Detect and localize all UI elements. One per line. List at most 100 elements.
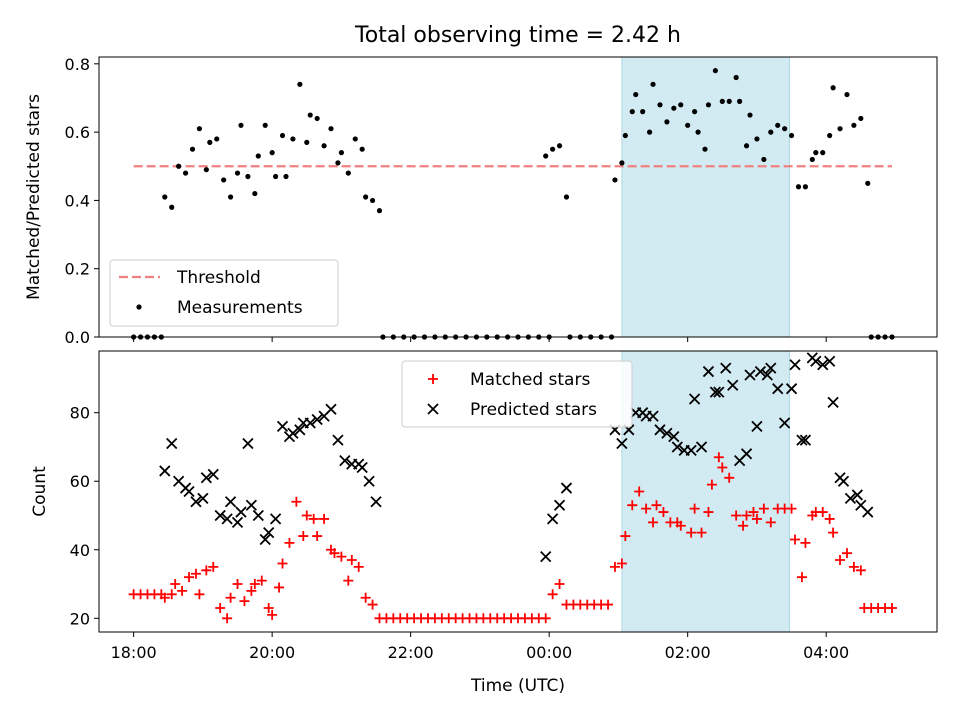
data-point [727, 379, 739, 391]
data-point [279, 132, 286, 139]
data-point [824, 355, 836, 367]
data-point [263, 526, 275, 539]
data-point [619, 160, 625, 166]
data-point [332, 434, 344, 446]
data-point [166, 589, 177, 600]
data-point [775, 122, 781, 128]
bottom-panel-count-plot: 20 40 60 80 18:00 20:00 22:00 00:00 02:00 04:00 Co… [30, 350, 938, 696]
y-tick-label: 80 [70, 404, 90, 423]
data-point [813, 150, 819, 156]
data-point [291, 496, 302, 507]
data-point [616, 437, 628, 450]
data-point [692, 109, 698, 115]
data-point [166, 437, 178, 450]
data-point [269, 150, 275, 156]
data-point [276, 420, 289, 433]
data-point [214, 136, 220, 142]
data-point [308, 513, 319, 524]
data-point [800, 537, 811, 548]
data-point [314, 115, 320, 122]
data-point [370, 496, 382, 508]
data-point [256, 575, 267, 586]
data-point [339, 455, 351, 467]
data-point [737, 98, 743, 104]
data-point [671, 441, 683, 453]
legend-matched-label: Matched stars [470, 370, 590, 390]
data-point [733, 74, 739, 81]
data-point [748, 507, 759, 518]
legend-measurements-label: Measurements [177, 298, 303, 318]
data-point [304, 417, 316, 429]
data-point [824, 513, 835, 524]
x-tick-label: 22:00 [388, 643, 434, 662]
data-point [369, 197, 376, 204]
data-point [328, 126, 334, 132]
data-point [162, 194, 168, 200]
data-point [765, 362, 777, 374]
data-point [170, 579, 181, 590]
legend-box [109, 259, 339, 327]
series-matched-stars [128, 452, 897, 624]
data-point [297, 81, 303, 87]
x-tick-label: 20:00 [249, 643, 295, 662]
data-point [242, 437, 254, 450]
data-point [343, 575, 354, 586]
data-point [648, 517, 659, 528]
data-point [329, 548, 340, 559]
data-point [810, 355, 822, 367]
data-point [225, 592, 236, 603]
data-point [208, 561, 219, 572]
data-point [688, 393, 701, 405]
data-point [790, 534, 801, 545]
data-point [543, 153, 549, 159]
data-point [772, 383, 784, 395]
data-point [634, 486, 645, 497]
data-point [720, 362, 732, 374]
legend: Threshold Measurements [109, 259, 339, 327]
data-point [696, 527, 707, 538]
data-point [717, 462, 728, 473]
data-point [685, 122, 691, 128]
data-point [796, 572, 807, 583]
data-point [554, 579, 565, 590]
data-point [612, 177, 618, 183]
data-point [197, 492, 209, 504]
data-point [304, 139, 310, 145]
data-point [325, 403, 337, 415]
data-point [177, 585, 188, 596]
data-point [321, 143, 327, 149]
axes-frame [98, 350, 938, 633]
data-point [352, 136, 358, 142]
data-point [844, 492, 857, 504]
data-point [221, 513, 233, 525]
x-tick-label: 04:00 [803, 643, 849, 662]
data-point [855, 565, 866, 576]
data-point [360, 592, 371, 603]
data-point [828, 527, 839, 538]
data-point [650, 81, 656, 87]
y-tick-label: 40 [70, 541, 90, 560]
data-point [726, 98, 732, 104]
data-point [336, 551, 347, 562]
data-point [245, 173, 251, 180]
data-point [685, 444, 697, 457]
data-point [713, 386, 725, 398]
x-tick-label: 02:00 [665, 643, 711, 662]
legend-matched-swatch [428, 374, 438, 384]
data-point [705, 102, 712, 108]
data-point [311, 413, 323, 426]
data-point [207, 139, 213, 145]
data-point [658, 507, 669, 518]
legend-threshold-label: Threshold [176, 268, 261, 288]
data-point [827, 132, 833, 139]
data-point [758, 503, 769, 514]
x-tick-label: 18:00 [111, 643, 157, 662]
y-tick-label: 0.4 [65, 191, 90, 210]
data-point [560, 482, 573, 494]
data-point [678, 102, 684, 108]
data-point [214, 509, 226, 522]
data-point [754, 365, 767, 378]
y-tick-label: 0.2 [65, 260, 90, 279]
data-point [633, 91, 639, 98]
data-point [283, 173, 289, 180]
